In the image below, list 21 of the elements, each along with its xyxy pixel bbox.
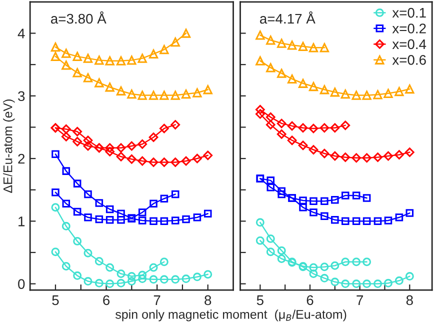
x-tick-label: 6	[103, 295, 110, 306]
x-tick-label: 8	[406, 295, 413, 306]
y-axis-title: ΔE/Eu-atom (eV)	[3, 100, 15, 193]
x-tick-label: 7	[154, 295, 160, 305]
x-tick-label: 5	[52, 295, 59, 306]
x-tick-label: 7	[356, 295, 363, 305]
x-tick-label: 6	[306, 295, 314, 306]
x-tick-label: 5	[256, 295, 264, 306]
y-tick-label: 2	[18, 154, 25, 164]
legend-label: x=0.4	[392, 39, 426, 50]
annotation: a=3.80 Å	[50, 11, 106, 24]
legend-label: x=0.6	[392, 55, 426, 65]
y-tick-label: 3	[18, 91, 25, 102]
annotation: a=4.17 Å	[260, 11, 316, 24]
legend-label: x=0.1	[392, 8, 426, 18]
x-tick-label: 8	[204, 295, 212, 306]
y-tick-label: 0	[18, 279, 25, 289]
y-tick-label: 4	[18, 28, 25, 38]
y-tick-label: 1	[18, 216, 25, 226]
x-axis-title: spin only magnetic moment (μ$_{B}$/Eu-atom)	[115, 310, 346, 322]
legend-label: x=0.2	[392, 24, 426, 34]
